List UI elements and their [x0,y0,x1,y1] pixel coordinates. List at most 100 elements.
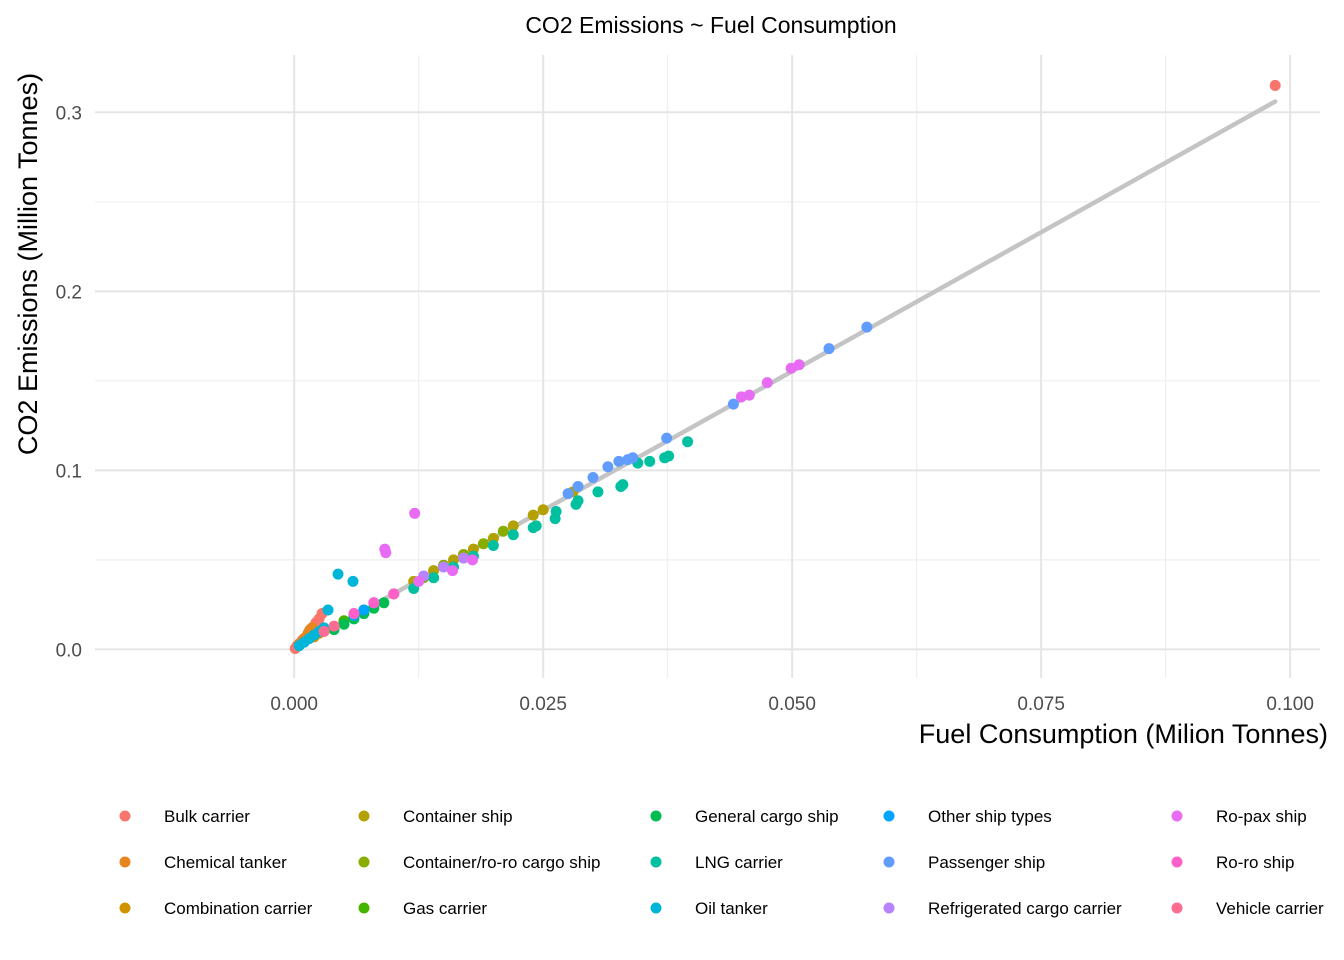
legend-item: Refrigerated cargo carrier [883,899,1122,918]
data-point [428,572,440,584]
legend-label: Other ship types [928,807,1052,826]
y-tick-label: 0.1 [56,461,82,482]
data-point [613,455,625,467]
legend-label: Chemical tanker [164,853,287,872]
data-point [661,432,673,444]
legend-item: Passenger ship [883,853,1045,872]
data-point [293,640,305,652]
legend-key [358,810,370,822]
data-point [682,436,694,448]
legend-key [119,810,131,822]
legend-key [119,902,131,914]
legend-label: Refrigerated cargo carrier [928,899,1122,918]
data-point [622,454,634,466]
legend-item: Bulk carrier [119,807,250,826]
legend-item: Chemical tanker [119,853,287,872]
legend-key [1171,902,1183,914]
legend-key [358,902,370,914]
y-tick-label: 0.2 [56,282,82,303]
legend-label: Container ship [403,807,513,826]
legend-key [883,902,895,914]
data-point [549,513,561,525]
legend-label: Ro-ro ship [1216,853,1294,872]
points-layer [289,79,1281,654]
y-tick-label: 0.3 [56,103,82,124]
legend-label: Vehicle carrier [1216,899,1324,918]
data-point [735,391,747,403]
legend-item: Container ship [358,807,513,826]
data-point [457,552,469,564]
data-point [861,321,873,333]
legend-item: Ro-ro ship [1171,853,1294,872]
data-point [380,547,392,559]
legend-label: Passenger ship [928,853,1045,872]
legend-key [883,856,895,868]
x-tick-label: 0.100 [1266,694,1314,715]
data-point [562,488,574,500]
data-point [497,525,509,537]
data-point [413,575,425,587]
legend-label: Ro-pax ship [1216,807,1307,826]
legend-key [119,856,131,868]
data-point [348,608,360,620]
x-tick-label: 0.025 [519,694,567,715]
data-point [659,452,671,464]
data-point [338,618,350,630]
legend-label: Container/ro-ro cargo ship [403,853,600,872]
legend-item: Combination carrier [119,899,313,918]
data-point [602,461,614,473]
data-point [388,588,400,600]
legend-label: LNG carrier [695,853,783,872]
legend-item: Ro-pax ship [1171,807,1307,826]
x-tick-label: 0.075 [1017,694,1065,715]
data-point [409,507,421,519]
data-point [592,486,604,498]
legend-item: Vehicle carrier [1171,899,1324,918]
data-point [537,504,549,516]
data-point [527,522,539,534]
data-point [727,398,739,410]
data-point [823,343,835,355]
legend-label: Bulk carrier [164,807,250,826]
data-point [507,529,519,541]
legend-item: Gas carrier [358,899,487,918]
chart-title: CO2 Emissions ~ Fuel Consumption [525,12,896,38]
data-point [615,480,627,492]
data-point [761,377,773,389]
legend-label: Combination carrier [164,899,313,918]
legend-item: Other ship types [883,807,1052,826]
legend-item: LNG carrier [650,853,783,872]
legend-key [650,810,662,822]
data-point [378,597,390,609]
legend-key [650,856,662,868]
y-axis-title: CO2 Emissions (Million Tonnes) [13,73,43,455]
data-point [318,625,330,637]
legend: Bulk carrier Chemical tanker Combination c… [119,807,1324,918]
data-point [347,575,359,587]
legend-item: Oil tanker [650,899,768,918]
data-point [587,471,599,483]
x-axis-title: Fuel Consumption (Milion Tonnes) [919,719,1328,749]
data-point [1269,79,1281,91]
data-point [785,362,797,374]
legend-item: Container/ro-ro cargo ship [358,853,600,872]
data-point [322,604,334,616]
data-point [507,520,519,532]
data-point [570,498,582,510]
data-point [368,597,380,609]
legend-item: General cargo ship [650,807,839,826]
data-point [358,604,370,616]
legend-label: Oil tanker [695,899,768,918]
data-point [644,455,656,467]
x-tick-label: 0.050 [768,694,816,715]
data-point [328,620,340,632]
legend-label: General cargo ship [695,807,839,826]
y-tick-label: 0.0 [56,640,82,661]
data-point [572,480,584,492]
data-point [438,561,450,573]
data-point [527,509,539,521]
legend-key [358,856,370,868]
legend-key [883,810,895,822]
data-point [477,538,489,550]
